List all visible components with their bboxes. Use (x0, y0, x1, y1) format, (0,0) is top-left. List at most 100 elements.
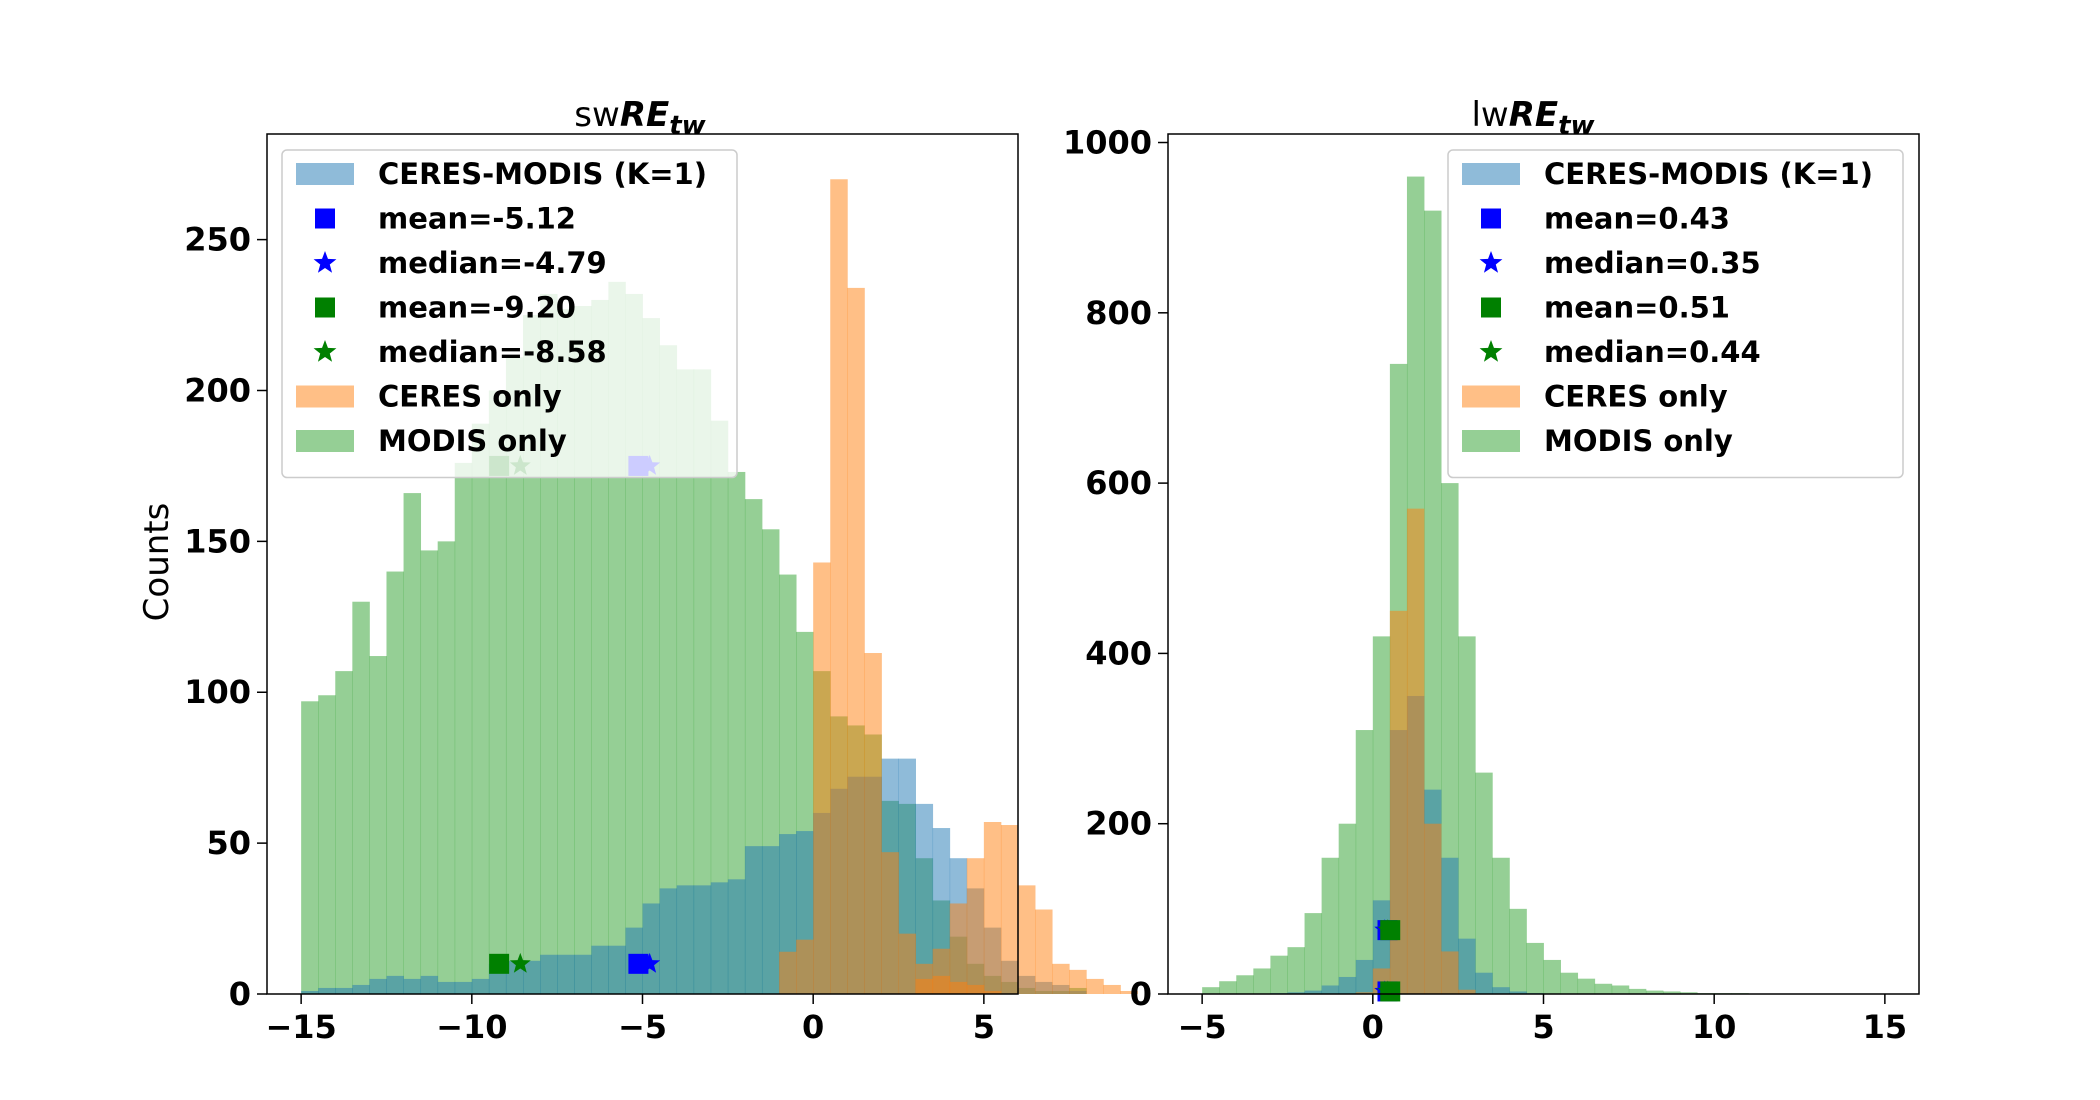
ceres-modis-k-1--bar (403, 978, 422, 994)
sw-x-ticks: −15 −10 −5 0 5 (265, 994, 995, 1046)
modis-only-bar (1526, 942, 1544, 994)
modis-only-bar (1492, 857, 1510, 994)
lw-legend-label: MODIS only (1544, 424, 1733, 458)
lw-legend-label: mean=0.43 (1544, 202, 1730, 236)
lw-legend-label: mean=0.51 (1544, 291, 1730, 325)
ceres-only-bar (983, 822, 1002, 994)
lw-bars (1202, 176, 1749, 994)
ceres-modis-k-1--bar (1287, 992, 1305, 994)
sw-legend-label: median=-8.58 (378, 335, 607, 369)
ceres-only-bar (915, 963, 934, 994)
ceres-only-bar (779, 951, 797, 994)
ceres-only-bar (1035, 909, 1053, 994)
ceres-modis-k-1--bar (915, 803, 934, 994)
ceres-modis-k-1--bar (369, 978, 387, 994)
lw-y-tick-label: 600 (1085, 464, 1152, 502)
modis-only-bar (1270, 955, 1288, 994)
ceres-only-bar (813, 562, 831, 994)
lw-legend-swatch (1462, 163, 1520, 185)
ceres-modis-k-1--bar (1338, 976, 1357, 994)
modis-only-bar (1543, 959, 1561, 994)
ceres-modis-k-1--bar (523, 960, 541, 994)
sw-y-tick-label: 50 (206, 824, 251, 862)
modis-only-bar (318, 695, 336, 994)
sw-legend-median-marker (313, 340, 337, 362)
ceres-only-bar (1052, 963, 1070, 994)
sw-x-tick-label: −15 (265, 1008, 336, 1046)
ceres-modis-k-1--bar (301, 990, 319, 994)
ceres-only-bar (949, 903, 968, 994)
ceres-modis-k-1--bar (318, 987, 336, 994)
modis-only-bar (1509, 908, 1527, 994)
ceres-modis-k-1--bar (710, 882, 729, 994)
modis-only-bar (1594, 983, 1613, 994)
sw-title-main: RE (620, 95, 669, 135)
ceres-modis-k-1--bar (659, 888, 678, 994)
lw-legend-swatch (1462, 385, 1520, 408)
modis-only-bar (1680, 992, 1698, 994)
modis-only-bar (1560, 972, 1579, 994)
ceres-only-bar (796, 939, 814, 994)
modis-only-bar (727, 471, 746, 995)
lw-y-tick-label: 200 (1085, 805, 1152, 843)
lw-x-tick-label: 10 (1692, 1008, 1737, 1046)
sw-legend-label: CERES-MODIS (K=1) (378, 157, 707, 191)
modis-only-bar (1219, 981, 1237, 994)
ceres-modis-k-1--bar (437, 981, 456, 994)
sw-legend-label: CERES only (378, 380, 562, 414)
modis-only-bar (1355, 730, 1374, 994)
sw-mean-marker (628, 953, 649, 974)
ceres-modis-k-1--bar (1321, 985, 1340, 994)
sw-x-tick-label: −5 (618, 1008, 667, 1046)
sw-title-sub: tw (669, 111, 706, 141)
lw-chart-panel: lwREtw CERES-MODIS (K=1) mean=0.43 median=… (1063, 95, 1920, 1046)
lw-y-tick-label: 800 (1085, 294, 1152, 332)
lw-legend-label: CERES only (1544, 380, 1728, 414)
lw-legend-box (1447, 149, 1904, 479)
modis-only-bar (454, 462, 473, 994)
lw-x-ticks: −5 0 5 10 15 (1178, 994, 1907, 1046)
sw-legend: CERES-MODIS (K=1) mean=-5.12 median=-4.79 m… (281, 149, 738, 479)
lw-legend-mean-marker (1481, 297, 1501, 318)
sw-x-tick-label: 5 (973, 1008, 995, 1046)
ceres-modis-k-1--bar (744, 846, 763, 994)
sw-legend-box (281, 149, 738, 479)
lw-median-marker (1377, 980, 1399, 1001)
lw-y-tick-label: 1000 (1063, 124, 1152, 162)
modis-only-bar (1645, 990, 1664, 994)
modis-only-bar (386, 571, 404, 994)
sw-legend-mean-marker (315, 208, 335, 229)
modis-only-bar (1338, 823, 1357, 994)
modis-only-bar (1458, 636, 1476, 994)
modis-only-bar (1202, 987, 1220, 994)
lw-legend-label: median=0.44 (1544, 335, 1761, 369)
modis-only-bar (352, 601, 370, 994)
ceres-only-bar (881, 852, 899, 994)
ceres-modis-k-1--bar (335, 987, 353, 994)
modis-only-bar (523, 315, 541, 994)
ceres-modis-k-1--bar (557, 954, 575, 994)
ceres-only-bar (898, 933, 916, 994)
modis-only-bar (1577, 978, 1596, 994)
sw-median-marker (639, 952, 661, 973)
sw-legend-label: MODIS only (378, 424, 567, 458)
modis-only-bar (471, 423, 490, 994)
ceres-modis-k-1--bar (608, 945, 626, 994)
sw-legend-median-marker (313, 251, 337, 273)
modis-only-bar (1253, 968, 1271, 994)
modis-only-bar (1628, 988, 1647, 994)
sw-chart-panel: swREtw Counts CERES-MODIS (K=1) mean=-5.1… (137, 95, 1138, 1046)
lw-legend-median-marker (1479, 251, 1503, 273)
modis-only-bar (1287, 947, 1305, 994)
ceres-only-bar (864, 653, 882, 994)
modis-only-bar (1611, 985, 1630, 994)
ceres-only-bar (1389, 610, 1408, 994)
ceres-modis-k-1--bar (761, 846, 780, 994)
modis-only-bar (642, 318, 660, 994)
lw-legend-swatch (1462, 430, 1520, 452)
ceres-only-bar (847, 287, 865, 994)
ceres-modis-k-1--bar (1475, 972, 1493, 994)
ceres-only-bar (1120, 990, 1138, 994)
ceres-only-bar (983, 990, 1002, 994)
